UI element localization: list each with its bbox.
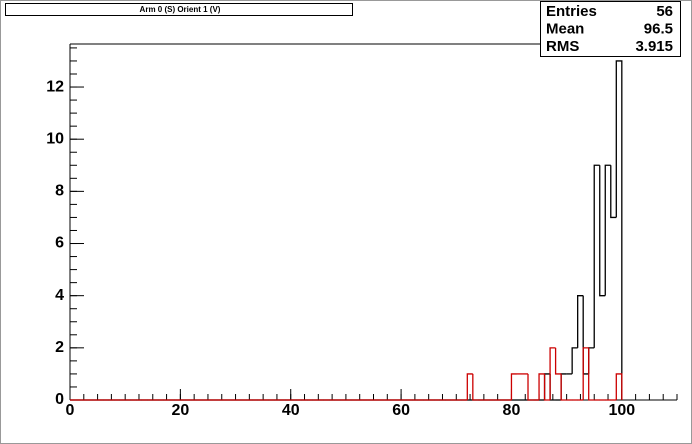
histogram-bin [527,373,534,401]
y-tick-label: 8 [55,183,64,200]
histogram-bin [593,164,600,348]
stat-label: RMS [546,38,579,55]
histogram-bin [577,295,584,348]
stat-label: Entries [546,3,597,20]
histogram-bin [466,373,473,400]
stat-value: 3.915 [635,38,673,55]
histogram-bin [538,373,545,400]
title-box [5,3,353,16]
histogram-bin [599,165,606,297]
histogram-bin [510,373,517,400]
histogram-bin [543,373,551,401]
histogram-bin [560,373,567,401]
y-tick-label: 12 [46,78,64,95]
y-tick-label: 0 [55,391,64,408]
x-tick-label: 20 [171,402,189,419]
histogram-bin [615,373,623,400]
histogram-bin [571,347,578,374]
stat-value: 96.5 [644,20,673,37]
x-tick-label: 0 [66,402,75,419]
y-tick-label: 4 [55,287,64,304]
x-tick-label: 40 [282,402,300,419]
histogram-bin [554,347,562,375]
y-tick-label: 2 [55,339,64,356]
x-tick-label: 60 [392,402,410,419]
stat-label: Mean [546,20,584,37]
x-tick-label: 80 [503,402,521,419]
histogram-bin [615,60,623,400]
histogram-bin [582,347,589,400]
histogram-bin [472,373,479,401]
histogram-bin [588,347,595,401]
y-tick-label: 10 [46,130,64,147]
histogram-bin [604,164,611,296]
title: Arm 0 (S) Orient 1 (V) [140,5,221,14]
stats-box [540,1,681,57]
x-tick-label: 100 [608,402,635,419]
histogram-bin [549,347,556,400]
y-tick-label: 6 [55,235,64,252]
stat-value: 56 [656,3,673,20]
histogram-bin [610,165,617,219]
